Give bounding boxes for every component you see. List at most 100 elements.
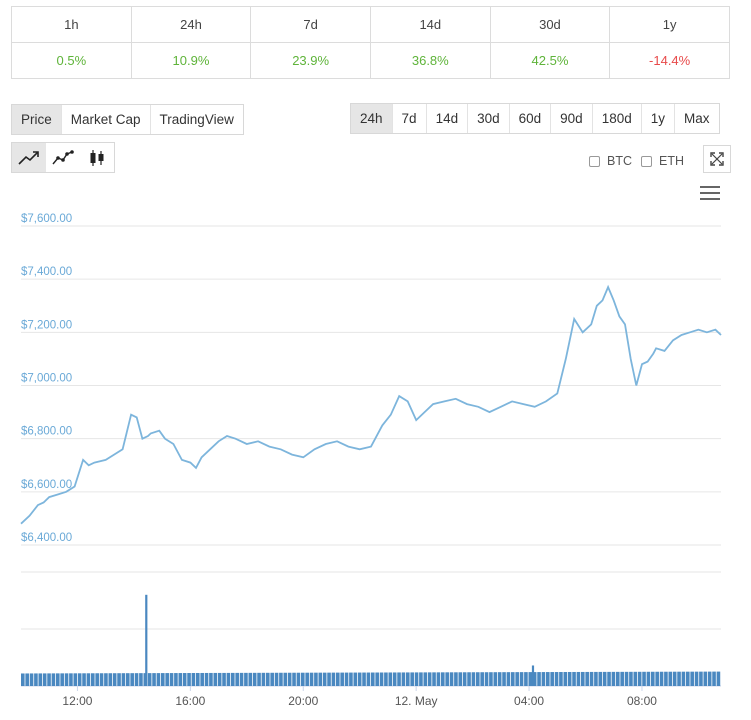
volume-bar xyxy=(401,672,406,686)
range-30d[interactable]: 30d xyxy=(468,104,510,133)
change-14d: 36.8% xyxy=(369,42,491,79)
volume-bar xyxy=(91,673,95,686)
volume-bar xyxy=(187,673,191,686)
volume-bar xyxy=(432,672,436,686)
range-24h[interactable]: 24h xyxy=(351,104,393,133)
expand-icon xyxy=(710,152,724,166)
volume-bar xyxy=(629,671,633,686)
volume-bar xyxy=(104,673,108,686)
volume-bar xyxy=(209,672,213,686)
range-tabs: 24h 7d 14d 30d 60d 90d 180d 1y Max xyxy=(350,103,720,134)
volume-bar xyxy=(497,672,502,686)
volume-bar xyxy=(73,673,78,686)
volume-bar xyxy=(699,671,703,686)
volume-bar xyxy=(161,673,165,686)
volume-bar xyxy=(340,672,344,686)
volume-bar xyxy=(371,672,375,686)
volume-bar xyxy=(659,671,664,686)
volume-bar xyxy=(620,671,624,686)
volume-bar xyxy=(581,671,585,686)
line-chart-icon xyxy=(18,150,39,165)
volume-bar xyxy=(528,672,533,686)
change-7d: 23.9% xyxy=(250,42,371,79)
volume-bar xyxy=(292,672,296,686)
metric-tabs: Price Market Cap TradingView xyxy=(11,104,244,135)
volume-bar xyxy=(392,672,397,686)
tab-tradingview[interactable]: TradingView xyxy=(159,112,234,127)
volume-bar xyxy=(239,672,244,686)
x-tick-label: 04:00 xyxy=(514,694,544,708)
volume-bar xyxy=(602,671,607,686)
x-tick-label: 12. May xyxy=(395,694,438,708)
volume-bar xyxy=(139,673,143,686)
volume-bar xyxy=(244,672,248,686)
volume-bar xyxy=(686,671,690,686)
performance-value-row: 0.5% 10.9% 23.9% 36.8% 42.5% -14.4% xyxy=(11,42,730,79)
volume-bar xyxy=(598,671,603,686)
volume-bar xyxy=(489,672,493,686)
y-tick-label: $7,400.00 xyxy=(21,266,72,278)
btc-checkbox[interactable] xyxy=(589,155,600,167)
candlestick-button[interactable] xyxy=(80,143,114,172)
volume-bar xyxy=(366,672,371,686)
volume-bar xyxy=(178,673,183,686)
compare-btc[interactable]: BTC xyxy=(589,154,632,168)
range-90d[interactable]: 90d xyxy=(551,104,593,133)
volume-bar xyxy=(25,673,29,686)
volume-bar xyxy=(436,672,441,686)
volume-bar xyxy=(314,672,318,686)
volume-bar xyxy=(519,672,524,686)
volume-bar xyxy=(664,671,668,686)
volume-bar xyxy=(414,672,419,686)
volume-bar xyxy=(576,671,581,686)
chart-menu-icon[interactable] xyxy=(700,186,720,202)
eth-checkbox[interactable] xyxy=(641,155,652,167)
volume-bar xyxy=(646,671,651,686)
volume-bar xyxy=(213,672,218,686)
period-14d: 14d xyxy=(369,6,491,43)
volume-bar xyxy=(156,673,161,686)
range-14d[interactable]: 14d xyxy=(427,104,469,133)
volume-bar xyxy=(541,672,546,686)
volume-bar xyxy=(29,673,34,686)
compare-eth[interactable]: ETH xyxy=(641,154,684,168)
range-60d[interactable]: 60d xyxy=(510,104,552,133)
volume-bar xyxy=(270,672,274,686)
volume-bar xyxy=(471,672,476,686)
volume-bar xyxy=(344,672,349,686)
volume-bar xyxy=(34,673,38,686)
change-1h: 0.5% xyxy=(11,42,132,79)
volume-bar xyxy=(95,673,99,686)
volume-bar xyxy=(152,673,156,686)
volume-bar xyxy=(681,671,686,686)
volume-bar xyxy=(379,672,384,686)
range-1y[interactable]: 1y xyxy=(642,104,675,133)
volume-bar xyxy=(642,671,646,686)
volume-bar xyxy=(283,672,288,686)
volume-bar xyxy=(607,671,611,686)
volume-bar xyxy=(462,672,467,686)
range-max[interactable]: Max xyxy=(684,111,710,126)
volume-bar xyxy=(357,672,362,686)
volume-bar xyxy=(624,671,629,686)
volume-bar xyxy=(248,672,253,686)
volume-bar xyxy=(550,672,554,686)
volume-bar xyxy=(112,673,117,686)
range-180d[interactable]: 180d xyxy=(593,104,642,133)
volume-bar xyxy=(554,672,559,686)
volume-bar xyxy=(651,671,655,686)
volume-bar xyxy=(467,672,471,686)
tab-market-cap[interactable]: Market Cap xyxy=(62,105,151,134)
volume-bar xyxy=(537,672,541,686)
volume-bar xyxy=(126,673,130,686)
volume-bar xyxy=(493,672,498,686)
line-chart-button[interactable] xyxy=(12,143,46,172)
smooth-line-button[interactable] xyxy=(46,143,80,172)
tab-price[interactable]: Price xyxy=(12,105,62,134)
fullscreen-button[interactable] xyxy=(703,145,731,173)
volume-bar xyxy=(21,673,25,686)
volume-bar xyxy=(309,672,314,686)
volume-bar xyxy=(449,672,454,686)
range-7d[interactable]: 7d xyxy=(393,104,427,133)
